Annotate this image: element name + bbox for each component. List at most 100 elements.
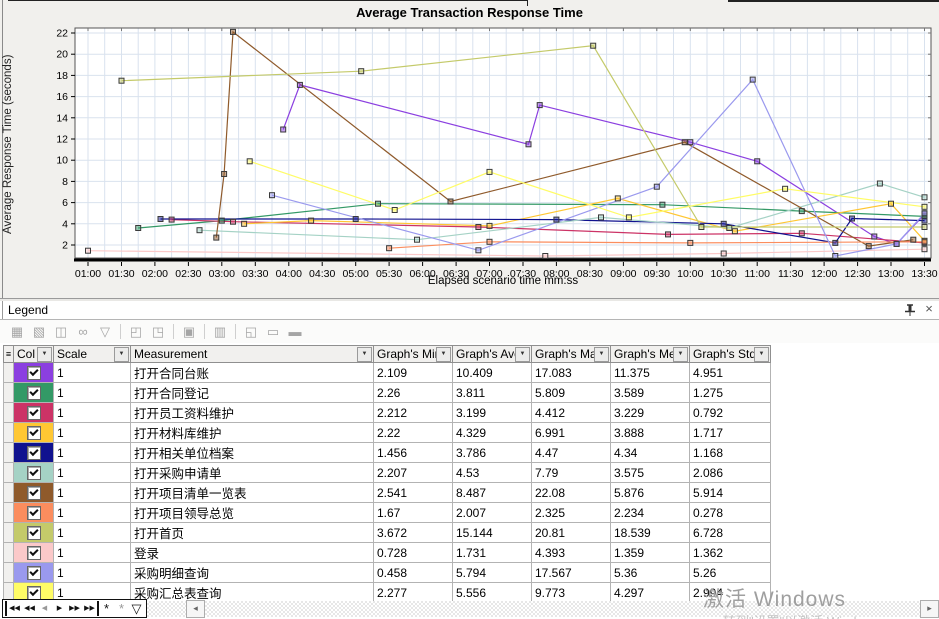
measurement-checkbox[interactable]	[26, 465, 41, 480]
measurement-cell[interactable]: 打开合同登记	[130, 382, 374, 403]
refresh-button[interactable]: *	[103, 601, 110, 616]
measurement-cell[interactable]: 采购汇总表查询	[130, 582, 374, 603]
column-header-0[interactable]: Col ▼	[13, 345, 54, 363]
scale-cell[interactable]: 1	[53, 502, 131, 523]
scale-cell[interactable]: 1	[53, 362, 131, 383]
measurement-cell[interactable]: 登录	[130, 542, 374, 563]
row-selector[interactable]	[3, 562, 14, 583]
panel-splitter[interactable]	[0, 298, 939, 301]
row-selector[interactable]	[3, 442, 14, 463]
copy-icon[interactable]: ◳	[151, 324, 165, 339]
scale-cell[interactable]: 1	[53, 402, 131, 423]
column-filter-dropdown-icon[interactable]: ▼	[594, 347, 609, 362]
measurement-checkbox[interactable]	[26, 585, 41, 600]
legend-row[interactable]: 1 打开合同台账 2.109 10.409 17.083 11.375 4.951	[3, 362, 771, 383]
measurement-cell[interactable]: 打开合同台账	[130, 362, 374, 383]
scale-cell[interactable]: 1	[53, 522, 131, 543]
measurement-checkbox[interactable]	[26, 405, 41, 420]
column-header-7[interactable]: Graph's Std. ▼	[689, 345, 771, 363]
legend-row[interactable]: 1 登录 0.728 1.731 4.393 1.359 1.362	[3, 542, 771, 563]
row-selector[interactable]	[3, 462, 14, 483]
row-selector[interactable]	[3, 542, 14, 563]
measurement-checkbox[interactable]	[26, 565, 41, 580]
column-filter-dropdown-icon[interactable]: ▼	[357, 347, 372, 362]
column-filter-dropdown-icon[interactable]: ▼	[515, 347, 530, 362]
grid-icon[interactable]: ▥	[213, 324, 227, 339]
scale-cell[interactable]: 1	[53, 422, 131, 443]
raw-data-icon[interactable]: ▬	[288, 324, 302, 339]
measurement-cell[interactable]: 打开项目领导总览	[130, 502, 374, 523]
column-header-6[interactable]: Graph's Med ▼	[610, 345, 690, 363]
column-header-4[interactable]: Graph's Ave ▼	[452, 345, 532, 363]
column-filter-dropdown-icon[interactable]: ▼	[37, 347, 52, 362]
chart-canvas[interactable]: 01:00 01:30 02:00 02:30 03:00 03:30 04:00 04:30…	[0, 0, 939, 298]
pin-icon[interactable]	[903, 303, 917, 317]
sort-icon[interactable]: ◰	[129, 324, 143, 339]
legend-row[interactable]: 1 打开首页 3.672 15.144 20.81 18.539 6.728	[3, 522, 771, 543]
measurement-checkbox[interactable]	[26, 365, 41, 380]
save-template-icon[interactable]: ▭	[266, 324, 280, 339]
configure-measurements-icon[interactable]: ▦	[10, 324, 24, 339]
measurement-checkbox[interactable]	[26, 445, 41, 460]
column-header-5[interactable]: Graph's Max ▼	[531, 345, 611, 363]
column-header-2[interactable]: Measurement ▼	[130, 345, 374, 363]
row-selector[interactable]	[3, 382, 14, 403]
horizontal-scrollbar-track[interactable]	[137, 601, 939, 617]
measurement-checkbox[interactable]	[26, 425, 41, 440]
scroll-left-button[interactable]: ◂	[186, 600, 205, 618]
next-record-button[interactable]: ▶	[56, 605, 63, 612]
legend-row[interactable]: 1 打开项目领导总览 1.67 2.007 2.325 2.234 0.278	[3, 502, 771, 523]
legend-row[interactable]: 1 打开合同登记 2.26 3.811 5.809 3.589 1.275	[3, 382, 771, 403]
previous-record-button[interactable]: ◀	[41, 605, 48, 612]
row-selector[interactable]	[3, 422, 14, 443]
measurement-checkbox[interactable]	[26, 485, 41, 500]
scale-cell[interactable]: 1	[53, 542, 131, 563]
column-header-3[interactable]: Graph's Mini ▼	[373, 345, 453, 363]
scroll-right-button[interactable]: ▸	[920, 600, 939, 618]
measurement-cell[interactable]: 采购明细查询	[130, 562, 374, 583]
scale-cell[interactable]: 1	[53, 462, 131, 483]
row-selector[interactable]	[3, 482, 14, 503]
measurement-cell[interactable]: 打开材料库维护	[130, 422, 374, 443]
measurement-cell[interactable]: 打开首页	[130, 522, 374, 543]
fast-backward-button[interactable]: ◀◀	[24, 605, 35, 612]
show-hide-measurement-icon[interactable]: ◫	[54, 324, 68, 339]
measurement-cell[interactable]: 打开采购申请单	[130, 462, 374, 483]
view-description-icon[interactable]: ∞	[78, 324, 88, 339]
measurement-checkbox[interactable]	[26, 545, 41, 560]
scale-cell[interactable]: 1	[53, 382, 131, 403]
filter-button[interactable]: ▽	[131, 601, 142, 616]
column-header-1[interactable]: Scale ▼	[53, 345, 131, 363]
measurement-checkbox[interactable]	[26, 525, 41, 540]
legend-row[interactable]: 1 打开采购申请单 2.207 4.53 7.79 3.575 2.086	[3, 462, 771, 483]
scale-cell[interactable]: 1	[53, 442, 131, 463]
legend-row[interactable]: 1 打开员工资料维护 2.212 3.199 4.412 3.229 0.792	[3, 402, 771, 423]
legend-row[interactable]: 1 打开项目清单一览表 2.541 8.487 22.08 5.876 5.914	[3, 482, 771, 503]
legend-row[interactable]: 1 采购明细查询 0.458 5.794 17.567 5.36 5.26	[3, 562, 771, 583]
stamp-icon[interactable]: ▣	[182, 324, 196, 339]
row-selector[interactable]	[3, 402, 14, 423]
measurement-cell[interactable]: 打开项目清单一览表	[130, 482, 374, 503]
measurement-cell[interactable]: 打开员工资料维护	[130, 402, 374, 423]
column-filter-dropdown-icon[interactable]: ▼	[114, 347, 129, 362]
filter-measurement-icon[interactable]: ▽	[100, 324, 110, 339]
close-icon[interactable]: ×	[925, 301, 933, 316]
measurement-checkbox[interactable]	[26, 385, 41, 400]
measurement-cell[interactable]: 打开相关单位档案	[130, 442, 374, 463]
measurement-checkbox[interactable]	[26, 505, 41, 520]
row-selector[interactable]	[3, 362, 14, 383]
fast-forward-button[interactable]: ▶▶	[69, 605, 80, 612]
last-record-button[interactable]: ▶▶	[82, 601, 99, 616]
cancel-refresh-button[interactable]: *	[118, 601, 125, 616]
column-filter-dropdown-icon[interactable]: ▼	[754, 347, 769, 362]
scale-cell[interactable]: 1	[53, 562, 131, 583]
export-icon[interactable]: ◱	[244, 324, 258, 339]
row-selector[interactable]	[3, 502, 14, 523]
column-filter-dropdown-icon[interactable]: ▼	[673, 347, 688, 362]
first-record-button[interactable]: ◀◀	[5, 601, 22, 616]
column-filter-dropdown-icon[interactable]: ▼	[436, 347, 451, 362]
legend-row[interactable]: 1 打开材料库维护 2.22 4.329 6.991 3.888 1.717	[3, 422, 771, 443]
scale-cell[interactable]: 1	[53, 482, 131, 503]
row-selector[interactable]	[3, 522, 14, 543]
legend-row[interactable]: 1 打开相关单位档案 1.456 3.786 4.47 4.34 1.168	[3, 442, 771, 463]
